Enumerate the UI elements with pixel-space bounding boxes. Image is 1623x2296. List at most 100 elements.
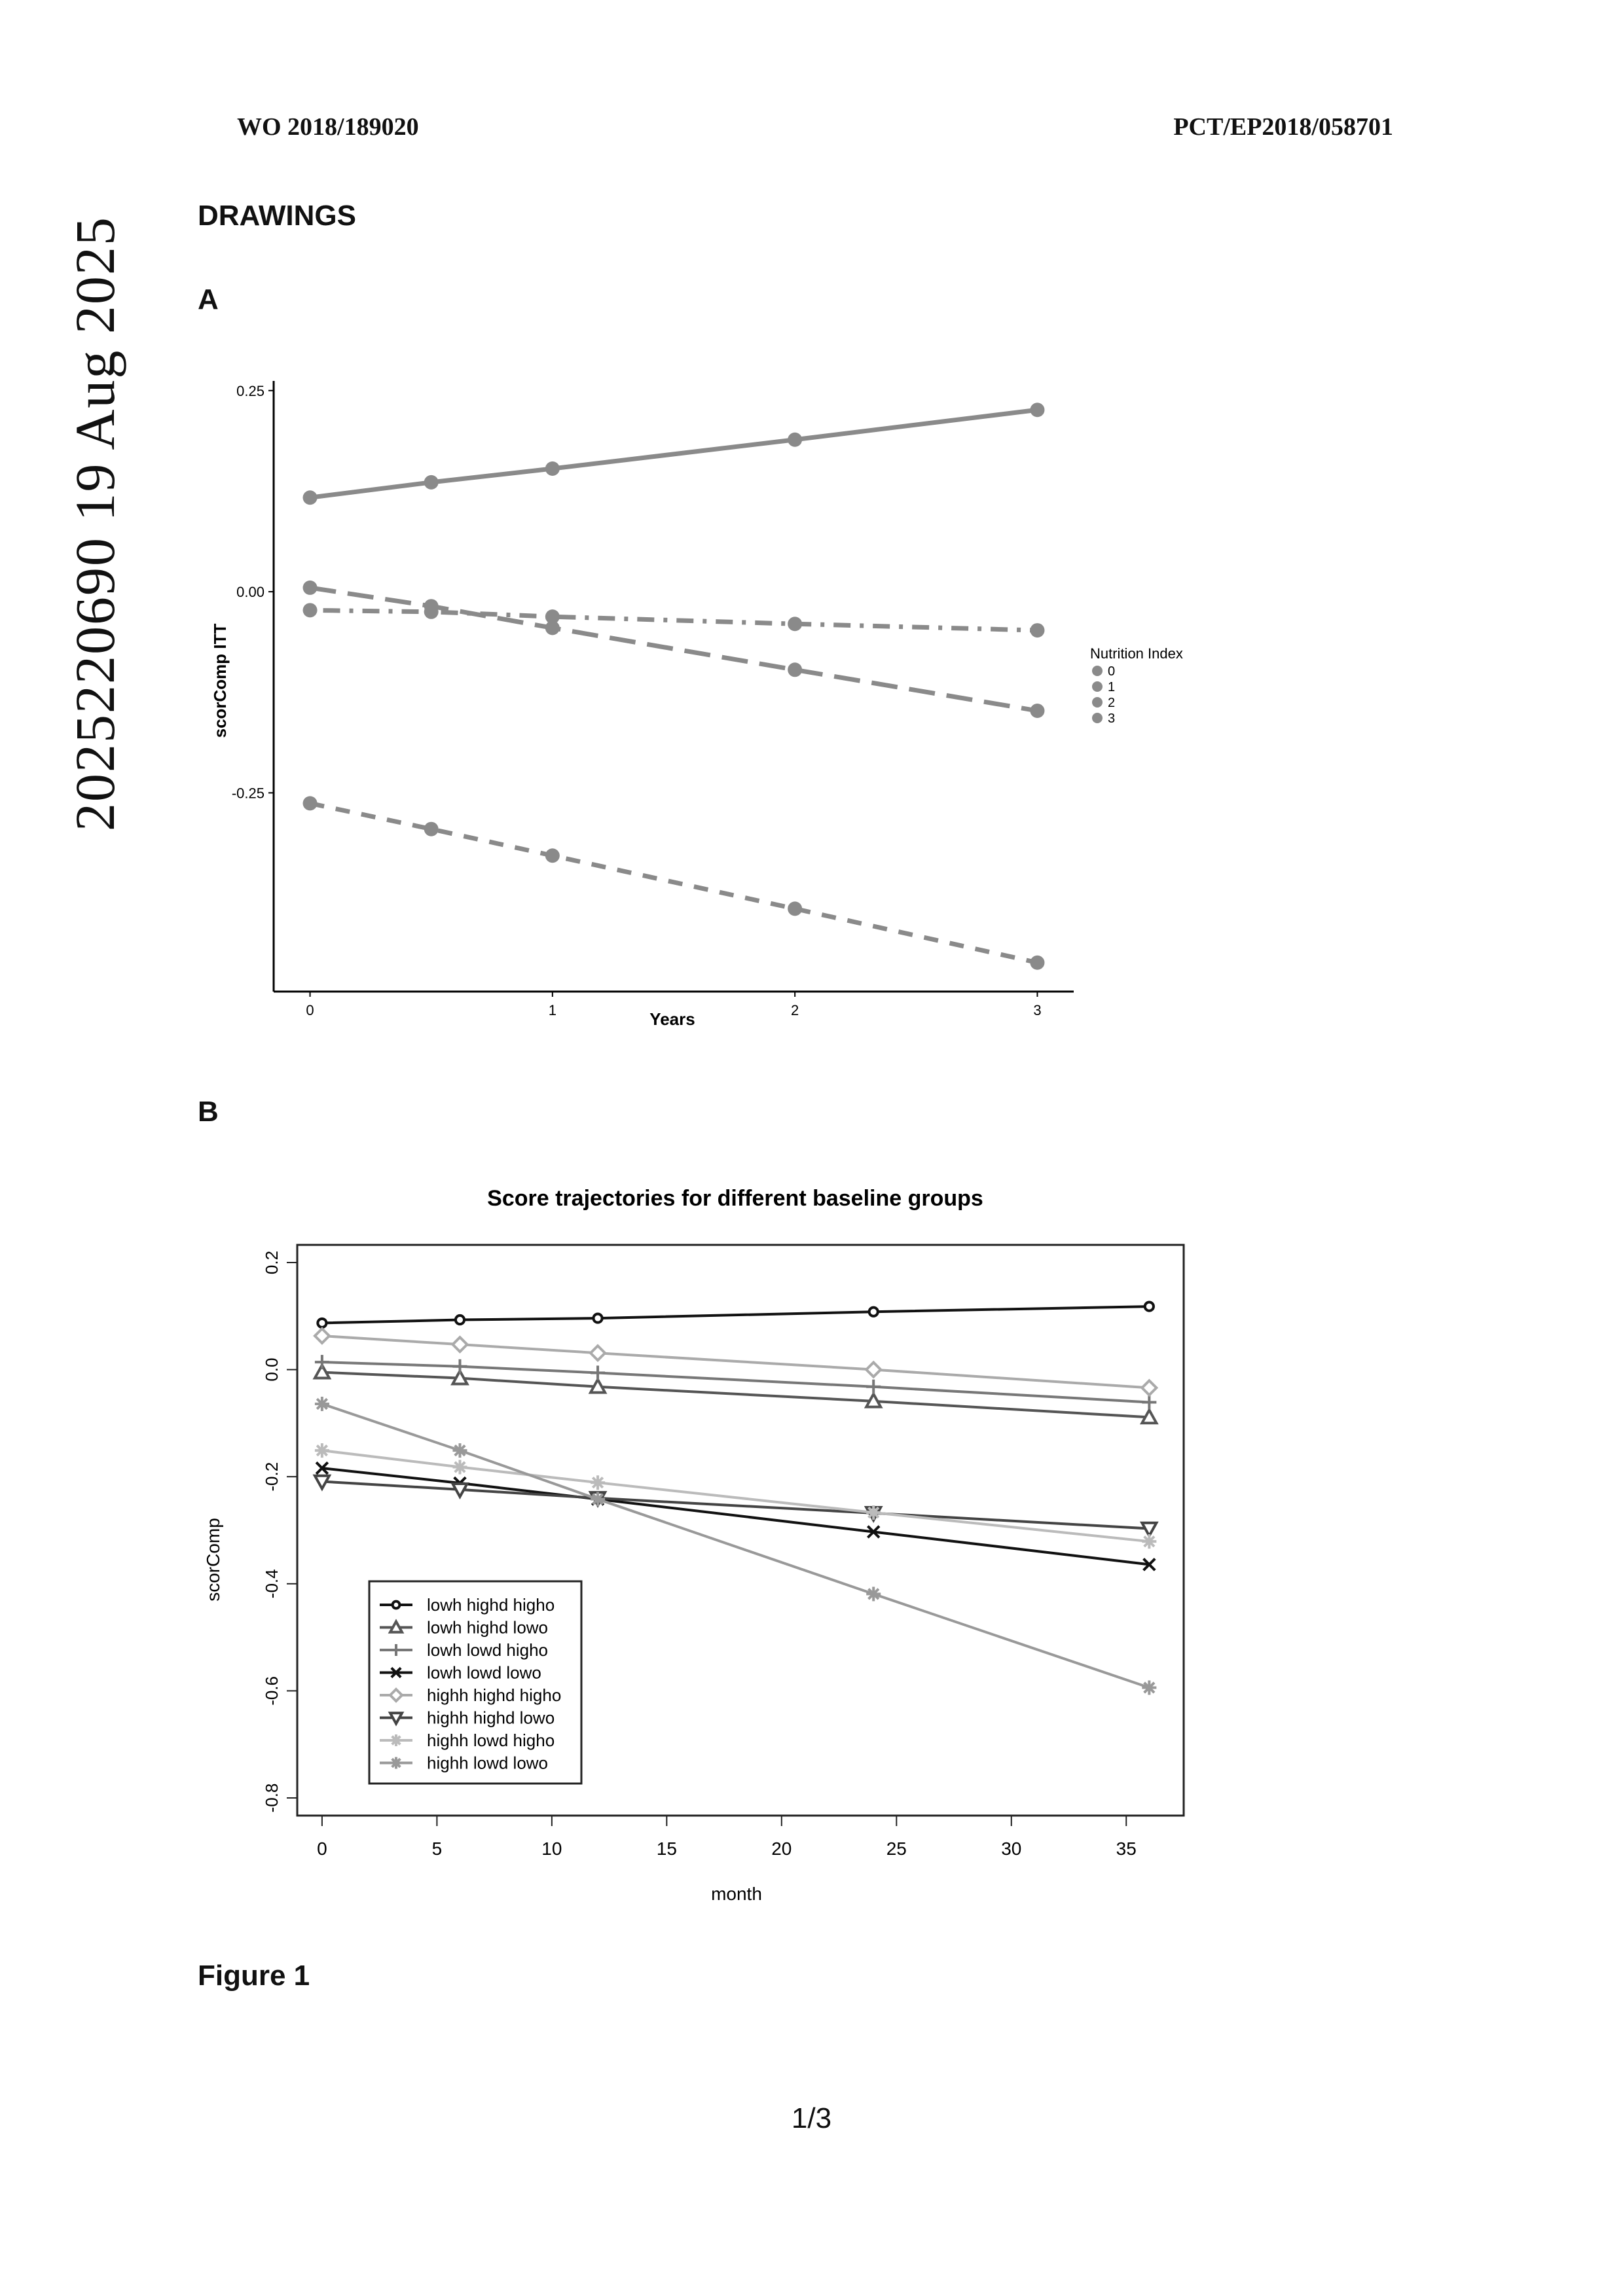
- page-number: 1/3: [791, 2102, 832, 2134]
- x-tick-label: 3: [1033, 1002, 1041, 1018]
- asterisk-marker: [314, 1443, 329, 1458]
- data-point: [788, 901, 803, 916]
- triangle-marker: [450, 1368, 469, 1386]
- y-tick-label: -0.4: [262, 1569, 282, 1598]
- legend-marker: [1092, 666, 1103, 676]
- x-tick-label: 15: [657, 1839, 677, 1859]
- legend-label: lowh lowd lowo: [427, 1663, 541, 1683]
- legend-box: [368, 1580, 583, 1785]
- legend-label: highh lowd higho: [427, 1731, 555, 1750]
- y-axis-label: scorComp: [203, 1518, 223, 1602]
- plot-frame: [296, 1244, 1185, 1817]
- data-point: [788, 662, 803, 677]
- asterisk-marker: [452, 1460, 467, 1475]
- asterisk-marker: [866, 1505, 881, 1520]
- series-highh-lowd-lowo: [314, 1396, 1157, 1695]
- circle-marker: [391, 1600, 401, 1610]
- y-tick-label: -0.8: [262, 1784, 282, 1813]
- data-point: [545, 848, 560, 863]
- circle-marker: [1143, 1300, 1155, 1312]
- asterisk-marker: [591, 1475, 606, 1490]
- diamond-marker: [450, 1335, 469, 1354]
- circle-marker: [867, 1306, 879, 1318]
- x-tick-label: 0: [317, 1839, 327, 1859]
- triangle-marker: [588, 1376, 608, 1394]
- x-marker: [315, 1461, 329, 1475]
- figure-caption: Figure 1: [198, 1960, 310, 1992]
- x-axis-label: Years: [649, 1009, 695, 1029]
- series-lowh-lowd-lowo: [315, 1461, 1156, 1571]
- series-highh-lowd-higho: [314, 1443, 1157, 1549]
- asterisk-marker: [1142, 1534, 1157, 1549]
- plus-marker: [314, 1355, 329, 1370]
- series-lowh-highd-higho: [316, 1300, 1155, 1329]
- asterisk-marker: [1142, 1680, 1157, 1695]
- diamond-marker: [589, 1344, 607, 1363]
- panel-a-label: A: [198, 283, 219, 315]
- data-point: [1030, 623, 1045, 638]
- x-marker: [390, 1666, 402, 1679]
- y-tick-label: 0.25: [236, 383, 264, 399]
- series-line: [321, 1305, 1150, 1325]
- circle-marker: [592, 1312, 604, 1324]
- asterisk-marker: [390, 1757, 402, 1769]
- data-point: [545, 620, 560, 636]
- y-axis-label: scorComp ITT: [210, 623, 230, 738]
- legend-marker: [1092, 697, 1103, 708]
- triangle-down-marker: [1139, 1521, 1159, 1539]
- legend-label: 2: [1108, 696, 1115, 710]
- y-tick-label: 0.2: [262, 1251, 282, 1274]
- data-point: [545, 609, 560, 624]
- circle-marker: [316, 1317, 328, 1329]
- x-axis-label: month: [711, 1884, 762, 1904]
- legend-marker: [1092, 713, 1103, 723]
- plus-marker: [1142, 1395, 1157, 1410]
- publication-number: WO 2018/189020: [237, 113, 419, 141]
- data-point: [1030, 403, 1045, 418]
- data-point: [302, 796, 318, 811]
- plus-marker: [390, 1644, 402, 1656]
- x-marker: [866, 1525, 881, 1539]
- legend-label: highh highd lowo: [427, 1708, 555, 1728]
- x-tick-label: 1: [549, 1002, 556, 1018]
- asterisk-marker: [866, 1587, 881, 1602]
- triangle-marker: [312, 1362, 332, 1380]
- data-point: [1030, 955, 1045, 970]
- circle-marker: [454, 1314, 466, 1326]
- y-tick-label: -0.2: [262, 1462, 282, 1492]
- y-tick-label: -0.6: [262, 1676, 282, 1706]
- series-lowh-lowd-higho: [314, 1355, 1157, 1410]
- y-tick-label: 0.00: [236, 584, 264, 600]
- plus-marker: [591, 1365, 606, 1380]
- legend-title: Nutrition Index: [1090, 645, 1183, 662]
- data-point: [788, 617, 803, 632]
- data-point: [788, 432, 803, 447]
- data-point: [424, 604, 439, 619]
- x-tick-label: 20: [771, 1839, 792, 1859]
- asterisk-marker: [452, 1443, 467, 1458]
- data-point: [424, 821, 439, 836]
- legend-label: highh lowd lowo: [427, 1753, 548, 1773]
- diamond-marker: [388, 1687, 404, 1703]
- data-point: [1030, 703, 1045, 718]
- series-2: [302, 603, 1045, 638]
- triangle-down-marker: [388, 1712, 405, 1727]
- x-tick-label: 10: [541, 1839, 562, 1859]
- series-0: [302, 403, 1045, 505]
- asterisk-marker: [390, 1734, 402, 1746]
- legend-label: 1: [1108, 680, 1115, 694]
- plus-marker: [452, 1359, 467, 1374]
- data-point: [424, 475, 439, 490]
- x-tick-label: 25: [886, 1839, 907, 1859]
- series-line: [321, 1467, 1150, 1566]
- series-line: [321, 1480, 1150, 1530]
- triangle-marker: [388, 1619, 405, 1634]
- asterisk-marker: [591, 1492, 606, 1507]
- data-point: [302, 490, 318, 505]
- asterisk-marker: [314, 1396, 329, 1411]
- series-line: [321, 1361, 1150, 1404]
- triangle-marker: [1139, 1407, 1159, 1425]
- x-tick-label: 5: [432, 1839, 443, 1859]
- data-point: [302, 603, 318, 618]
- application-number: PCT/EP2018/058701: [1173, 113, 1393, 141]
